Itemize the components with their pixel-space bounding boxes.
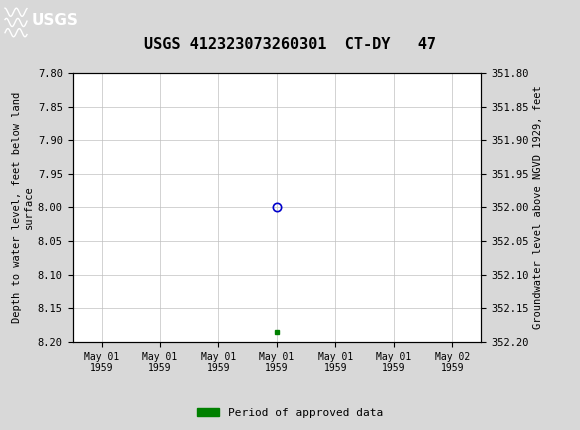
Y-axis label: Depth to water level, feet below land
surface: Depth to water level, feet below land su… — [12, 92, 34, 323]
Text: USGS 412323073260301  CT-DY   47: USGS 412323073260301 CT-DY 47 — [144, 37, 436, 52]
Y-axis label: Groundwater level above NGVD 1929, feet: Groundwater level above NGVD 1929, feet — [533, 86, 543, 329]
Text: USGS: USGS — [32, 13, 79, 28]
Legend: Period of approved data: Period of approved data — [193, 403, 387, 422]
